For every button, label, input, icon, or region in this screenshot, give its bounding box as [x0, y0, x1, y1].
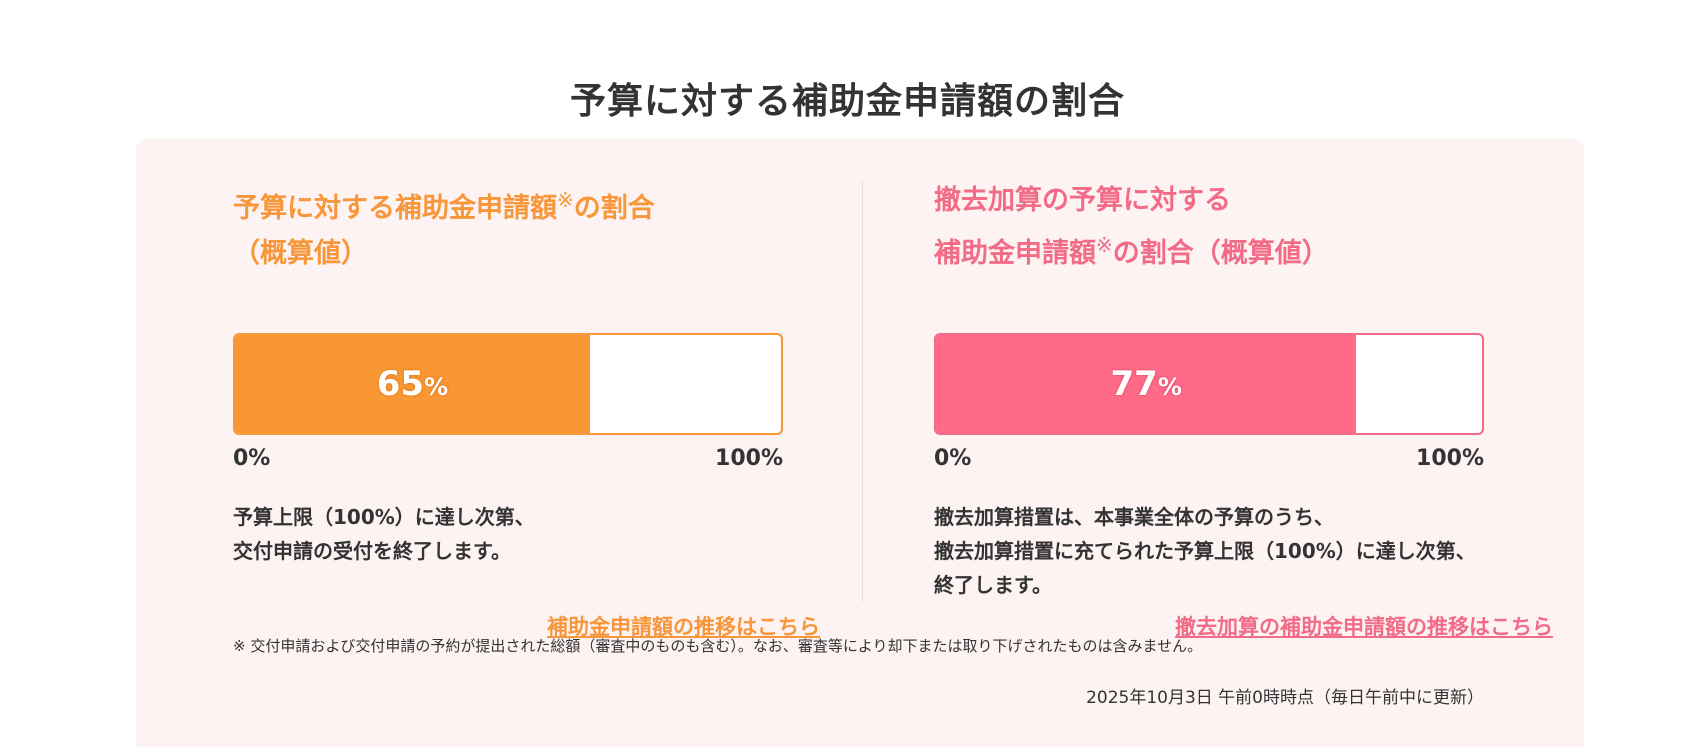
budget-ratio-heading: 予算に対する補助金申請額※の割合 （概算値） — [233, 178, 833, 276]
budget-description-line: 予算上限（100%）に達し次第、 — [233, 505, 535, 529]
footnote: ※ 交付申請および交付申請の予約が提出された総額（審査中のものも含む）。なお、審… — [233, 637, 1203, 655]
removal-description-line: 撤去加算措置は、本事業全体の予算のうち、 — [934, 505, 1334, 529]
page-title: 予算に対する補助金申請額の割合 — [569, 81, 1125, 123]
budget-progress-bar: 65% — [233, 333, 783, 435]
removal-description: 撤去加算措置は、本事業全体の予算のうち、 撤去加算措置に充てられた予算上限（10… — [934, 500, 1476, 602]
note-mark: ※ — [1096, 233, 1113, 257]
budget-progress-value: 65% — [377, 364, 448, 404]
removal-ratio-heading: 撤去加算の予算に対する 補助金申請額※の割合（概算値） — [934, 178, 1554, 276]
removal-progress-unit: % — [1157, 373, 1182, 401]
ratio-panel: 予算に対する補助金申請額※の割合 （概算値） 65% 0% 100% 予算上限（… — [136, 138, 1584, 747]
note-mark: ※ — [557, 188, 574, 212]
budget-progress-fill — [235, 335, 590, 433]
removal-progress-number: 77 — [1110, 364, 1158, 404]
scale-max-label: 100% — [1416, 446, 1484, 471]
removal-progress-value: 77% — [1111, 364, 1182, 404]
budget-progress-number: 65 — [376, 364, 425, 404]
removal-ratio-heading-prefix: 補助金申請額 — [934, 238, 1096, 269]
budget-ratio-heading-suffix: の割合 — [573, 193, 655, 224]
removal-description-line: 終了します。 — [934, 573, 1052, 597]
removal-progress-fill — [936, 335, 1357, 433]
removal-trend-link[interactable]: 撤去加算の補助金申請額の推移はこちら — [1175, 615, 1553, 639]
removal-ratio-heading-text: 撤去加算の予算に対する — [934, 185, 1231, 216]
removal-ratio-section: 撤去加算の予算に対する 補助金申請額※の割合（概算値） 77% 0% 100% … — [934, 178, 1554, 639]
scale-max-label: 100% — [715, 446, 783, 471]
removal-description-line: 撤去加算措置に充てられた予算上限（100%）に達し次第、 — [934, 539, 1476, 563]
scale-min-label: 0% — [233, 446, 271, 471]
budget-progress-unit: % — [424, 373, 449, 401]
budget-description-line: 交付申請の受付を終了します。 — [233, 539, 511, 563]
budget-ratio-heading-sub: （概算値） — [233, 238, 368, 269]
subsidy-trend-link[interactable]: 補助金申請額の推移はこちら — [547, 615, 820, 639]
removal-progress-bar: 77% — [934, 333, 1484, 435]
budget-ratio-section: 予算に対する補助金申請額※の割合 （概算値） 65% 0% 100% 予算上限（… — [233, 178, 833, 639]
update-timestamp: 2025年10月3日 午前0時時点（毎日午前中に更新） — [1086, 688, 1484, 708]
budget-description: 予算上限（100%）に達し次第、 交付申請の受付を終了します。 — [233, 500, 535, 568]
removal-ratio-heading-suffix: の割合（概算値） — [1112, 238, 1329, 269]
scale-min-label: 0% — [934, 446, 972, 471]
column-divider — [862, 180, 863, 602]
budget-ratio-heading-text: 予算に対する補助金申請額 — [233, 193, 557, 224]
